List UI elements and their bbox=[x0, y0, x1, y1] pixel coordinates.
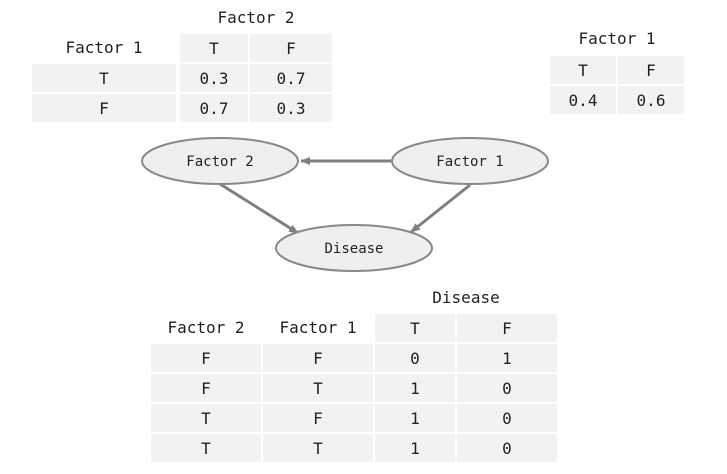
cpt-factor2-row-label: T bbox=[32, 64, 176, 92]
cpt-factor2-cell: 0.7 bbox=[250, 64, 332, 92]
cpt-factor1-cell: 0.6 bbox=[618, 86, 684, 114]
cpt-factor1-cell: 0.4 bbox=[550, 86, 616, 114]
cpt-factor2-header-f: F bbox=[250, 34, 332, 62]
node-disease: Disease bbox=[275, 224, 433, 272]
cpt-disease-parent-header-factor1: Factor 1 bbox=[279, 318, 357, 337]
cpt-disease-factor1-cell: F bbox=[263, 404, 373, 432]
cpt-factor1-header-t: T bbox=[550, 56, 616, 84]
node-factor2-label: Factor 2 bbox=[186, 154, 253, 170]
cpt-factor1-header-f: F bbox=[618, 56, 684, 84]
cpt-factor2-row-var: Factor 1 bbox=[65, 38, 143, 57]
cpt-factor2-cell: 0.7 bbox=[180, 94, 248, 122]
cpt-factor2-row-label: F bbox=[32, 94, 176, 122]
cpt-factor2-header-t: T bbox=[180, 34, 248, 62]
cpt-disease-cell: 0 bbox=[375, 344, 455, 372]
cpt-disease-factor1-cell: T bbox=[263, 374, 373, 402]
cpt-disease-parent-header-factor2: Factor 2 bbox=[167, 318, 245, 337]
edge-factor1-to-disease bbox=[410, 183, 471, 234]
node-disease-label: Disease bbox=[324, 241, 383, 257]
cpt-disease-header-f: F bbox=[457, 314, 557, 342]
cpt-disease-factor2-cell: F bbox=[151, 344, 261, 372]
cpt-disease-column-var: Disease bbox=[432, 288, 500, 307]
cpt-disease-cell: 1 bbox=[375, 374, 455, 402]
cpt-factor1-column-var: Factor 1 bbox=[578, 29, 656, 48]
node-factor1: Factor 1 bbox=[391, 137, 549, 185]
cpt-disease-cell: 1 bbox=[375, 434, 455, 462]
cpt-disease-factor1-cell: F bbox=[263, 344, 373, 372]
cpt-disease-cell: 0 bbox=[457, 434, 557, 462]
node-factor2: Factor 2 bbox=[141, 137, 299, 185]
cpt-disease-factor2-cell: T bbox=[151, 404, 261, 432]
cpt-factor2-cell: 0.3 bbox=[250, 94, 332, 122]
cpt-disease-factor2-cell: F bbox=[151, 374, 261, 402]
cpt-disease-header-t: T bbox=[375, 314, 455, 342]
cpt-factor2-column-var: Factor 2 bbox=[217, 8, 295, 27]
cpt-disease-cell: 1 bbox=[457, 344, 557, 372]
node-factor1-label: Factor 1 bbox=[436, 154, 503, 170]
cpt-disease-cell: 0 bbox=[457, 404, 557, 432]
cpt-disease-factor2-cell: T bbox=[151, 434, 261, 462]
cpt-disease-cell: 1 bbox=[375, 404, 455, 432]
cpt-disease-cell: 0 bbox=[457, 374, 557, 402]
cpt-disease-factor1-cell: T bbox=[263, 434, 373, 462]
edge-factor2-to-disease bbox=[219, 182, 299, 235]
cpt-factor2-cell: 0.3 bbox=[180, 64, 248, 92]
